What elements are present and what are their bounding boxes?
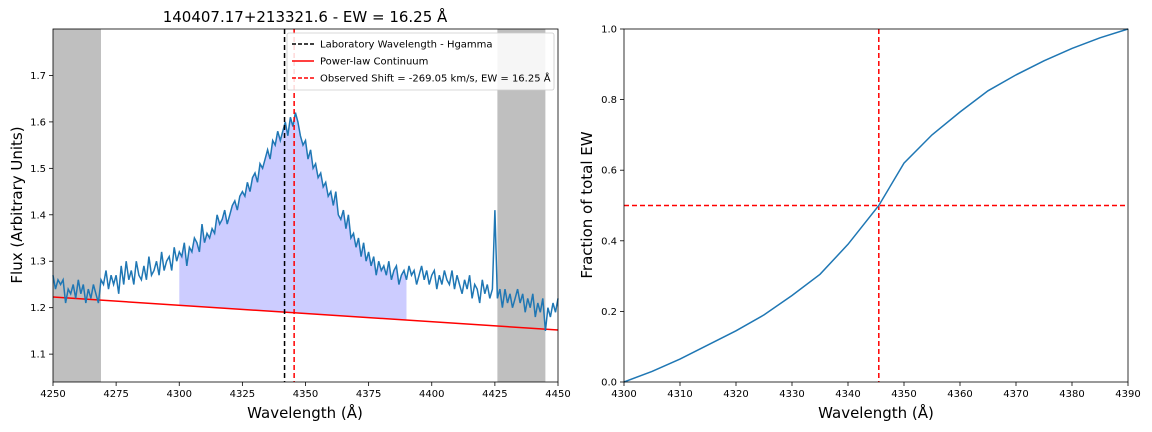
- spectrum-x-axis-label: Wavelength (Å): [247, 403, 363, 422]
- legend-label-observed-shift: Observed Shift = -269.05 km/s, EW = 16.2…: [320, 72, 551, 85]
- flux-spectrum-line: [52, 112, 559, 331]
- cumulative-y-ticks: 0.0 0.2 0.4 0.6 0.8 1.0: [601, 25, 624, 389]
- x-tick-label: 4450: [545, 389, 570, 400]
- y-tick-label: 1.2: [30, 303, 46, 314]
- continuum-window-1: [53, 29, 101, 382]
- spectrum-panel: 140407.17+213321.6 - EW = 16.25 Å 4250 42…: [8, 7, 571, 422]
- x-tick-label: 4425: [482, 389, 507, 400]
- y-tick-label: 1.1: [30, 350, 46, 361]
- y-tick-label: 0.6: [601, 166, 617, 177]
- cumulative-y-axis-label: Fraction of total EW: [578, 131, 596, 278]
- cumulative-x-axis-label: Wavelength (Å): [818, 403, 934, 422]
- x-tick-label: 4300: [611, 389, 636, 400]
- legend-box: [286, 32, 555, 91]
- spectrum-y-axis-label: Flux (Arbitrary Units): [8, 126, 26, 283]
- x-tick-label: 4380: [1059, 389, 1084, 400]
- x-tick-label: 4330: [779, 389, 804, 400]
- legend-label-lab-wavelength: Laboratory Wavelength - Hgamma: [320, 40, 493, 51]
- spectrum-x-ticks: 4250 4275 4300 4325 4350 4375 4400 4425 4450: [40, 382, 571, 400]
- equivalent-width-fill: [179, 112, 407, 321]
- y-tick-label: 1.0: [601, 25, 617, 36]
- x-tick-label: 4320: [723, 389, 748, 400]
- x-tick-label: 4325: [230, 389, 255, 400]
- x-tick-label: 4350: [891, 389, 916, 400]
- legend-label-continuum: Power-law Continuum: [320, 57, 428, 68]
- x-tick-label: 4300: [167, 389, 192, 400]
- x-tick-label: 4370: [1003, 389, 1028, 400]
- power-law-continuum-line: [52, 296, 559, 331]
- x-tick-label: 4390: [1115, 389, 1140, 400]
- x-tick-label: 4340: [835, 389, 860, 400]
- cumulative-ew-curve: [623, 28, 1129, 383]
- y-tick-label: 1.6: [30, 117, 46, 128]
- y-tick-label: 0.2: [601, 307, 617, 318]
- cumulative-ew-panel: 4300 4310 4320 4330 4340 4350 4360 4370 4380 4390…: [578, 25, 1141, 423]
- x-tick-label: 4310: [667, 389, 692, 400]
- y-tick-label: 1.4: [30, 210, 46, 221]
- x-tick-label: 4375: [356, 389, 381, 400]
- spectrum-title: 140407.17+213321.6 - EW = 16.25 Å: [163, 7, 448, 26]
- y-tick-label: 0.8: [601, 95, 617, 106]
- x-tick-label: 4400: [419, 389, 444, 400]
- y-tick-label: 0.4: [601, 236, 617, 247]
- cumulative-x-ticks: 4300 4310 4320 4330 4340 4350 4360 4370 4380 4390: [611, 382, 1141, 400]
- x-tick-label: 4275: [103, 389, 128, 400]
- y-tick-label: 1.3: [30, 257, 46, 268]
- cumulative-axes-frame: [623, 28, 1129, 383]
- y-tick-label: 1.5: [30, 164, 46, 175]
- y-tick-label: 1.7: [30, 71, 46, 82]
- spectrum-legend: Laboratory Wavelength - Hgamma Power-law…: [286, 32, 555, 91]
- spectrum-y-ticks: 1.1 1.2 1.3 1.4 1.5 1.6 1.7: [30, 71, 53, 361]
- x-tick-label: 4350: [293, 389, 318, 400]
- x-tick-label: 4360: [947, 389, 972, 400]
- x-tick-label: 4250: [40, 389, 65, 400]
- y-tick-label: 0.0: [601, 378, 617, 389]
